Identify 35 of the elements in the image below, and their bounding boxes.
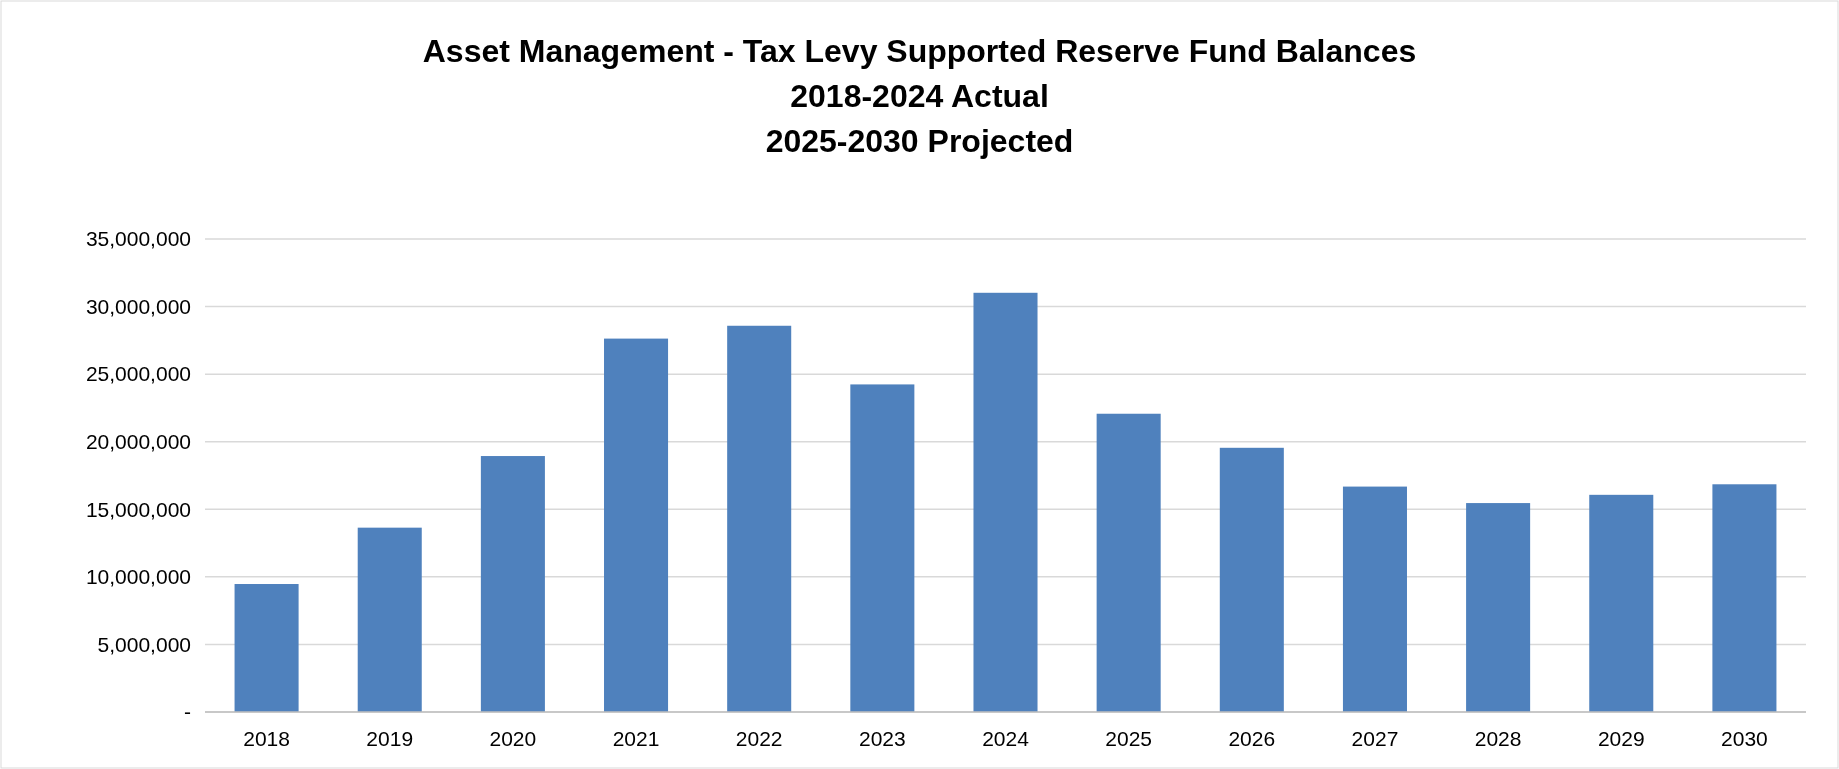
x-tick-label: 2019 <box>366 727 414 750</box>
bar <box>850 384 915 712</box>
x-tick-label: 2030 <box>1721 727 1768 750</box>
x-tick-label: 2020 <box>489 727 537 750</box>
bar <box>1096 413 1161 712</box>
bar <box>357 527 422 712</box>
x-tick-label: 2027 <box>1351 727 1399 750</box>
bar <box>1589 494 1654 712</box>
y-tick-label: 35,000,000 <box>85 227 191 251</box>
chart-title: Asset Management - Tax Levy Supported Reserve Fund Balances 2018-2024 Actual 2025-2030 Projected <box>422 33 1417 159</box>
x-tick-label: 2024 <box>982 727 1030 750</box>
bar <box>1712 484 1777 712</box>
x-tick-label: 2026 <box>1228 727 1276 750</box>
bar <box>1342 486 1407 712</box>
x-tick-label: 2022 <box>735 727 783 750</box>
y-tick-label: - <box>184 700 191 724</box>
bar <box>604 338 669 712</box>
y-tick-label: 30,000,000 <box>85 294 191 318</box>
x-tick-label: 2018 <box>243 727 290 750</box>
y-tick-label: 20,000,000 <box>85 430 191 454</box>
y-tick-label: 10,000,000 <box>85 565 191 589</box>
bar <box>727 325 792 712</box>
x-tick-label: 2023 <box>858 727 906 750</box>
x-tick-label: 2025 <box>1105 727 1153 750</box>
x-tick-label: 2028 <box>1474 727 1522 750</box>
x-tick-label: 2029 <box>1597 727 1645 750</box>
y-tick-label: 5,000,000 <box>97 632 191 656</box>
y-tick-label: 15,000,000 <box>85 497 191 521</box>
y-tick-label: 25,000,000 <box>85 362 191 386</box>
bar <box>1466 503 1531 712</box>
bar <box>234 584 299 712</box>
x-tick-label: 2021 <box>612 727 660 750</box>
bar <box>1219 447 1284 712</box>
bar <box>480 456 545 712</box>
bar <box>973 292 1038 712</box>
